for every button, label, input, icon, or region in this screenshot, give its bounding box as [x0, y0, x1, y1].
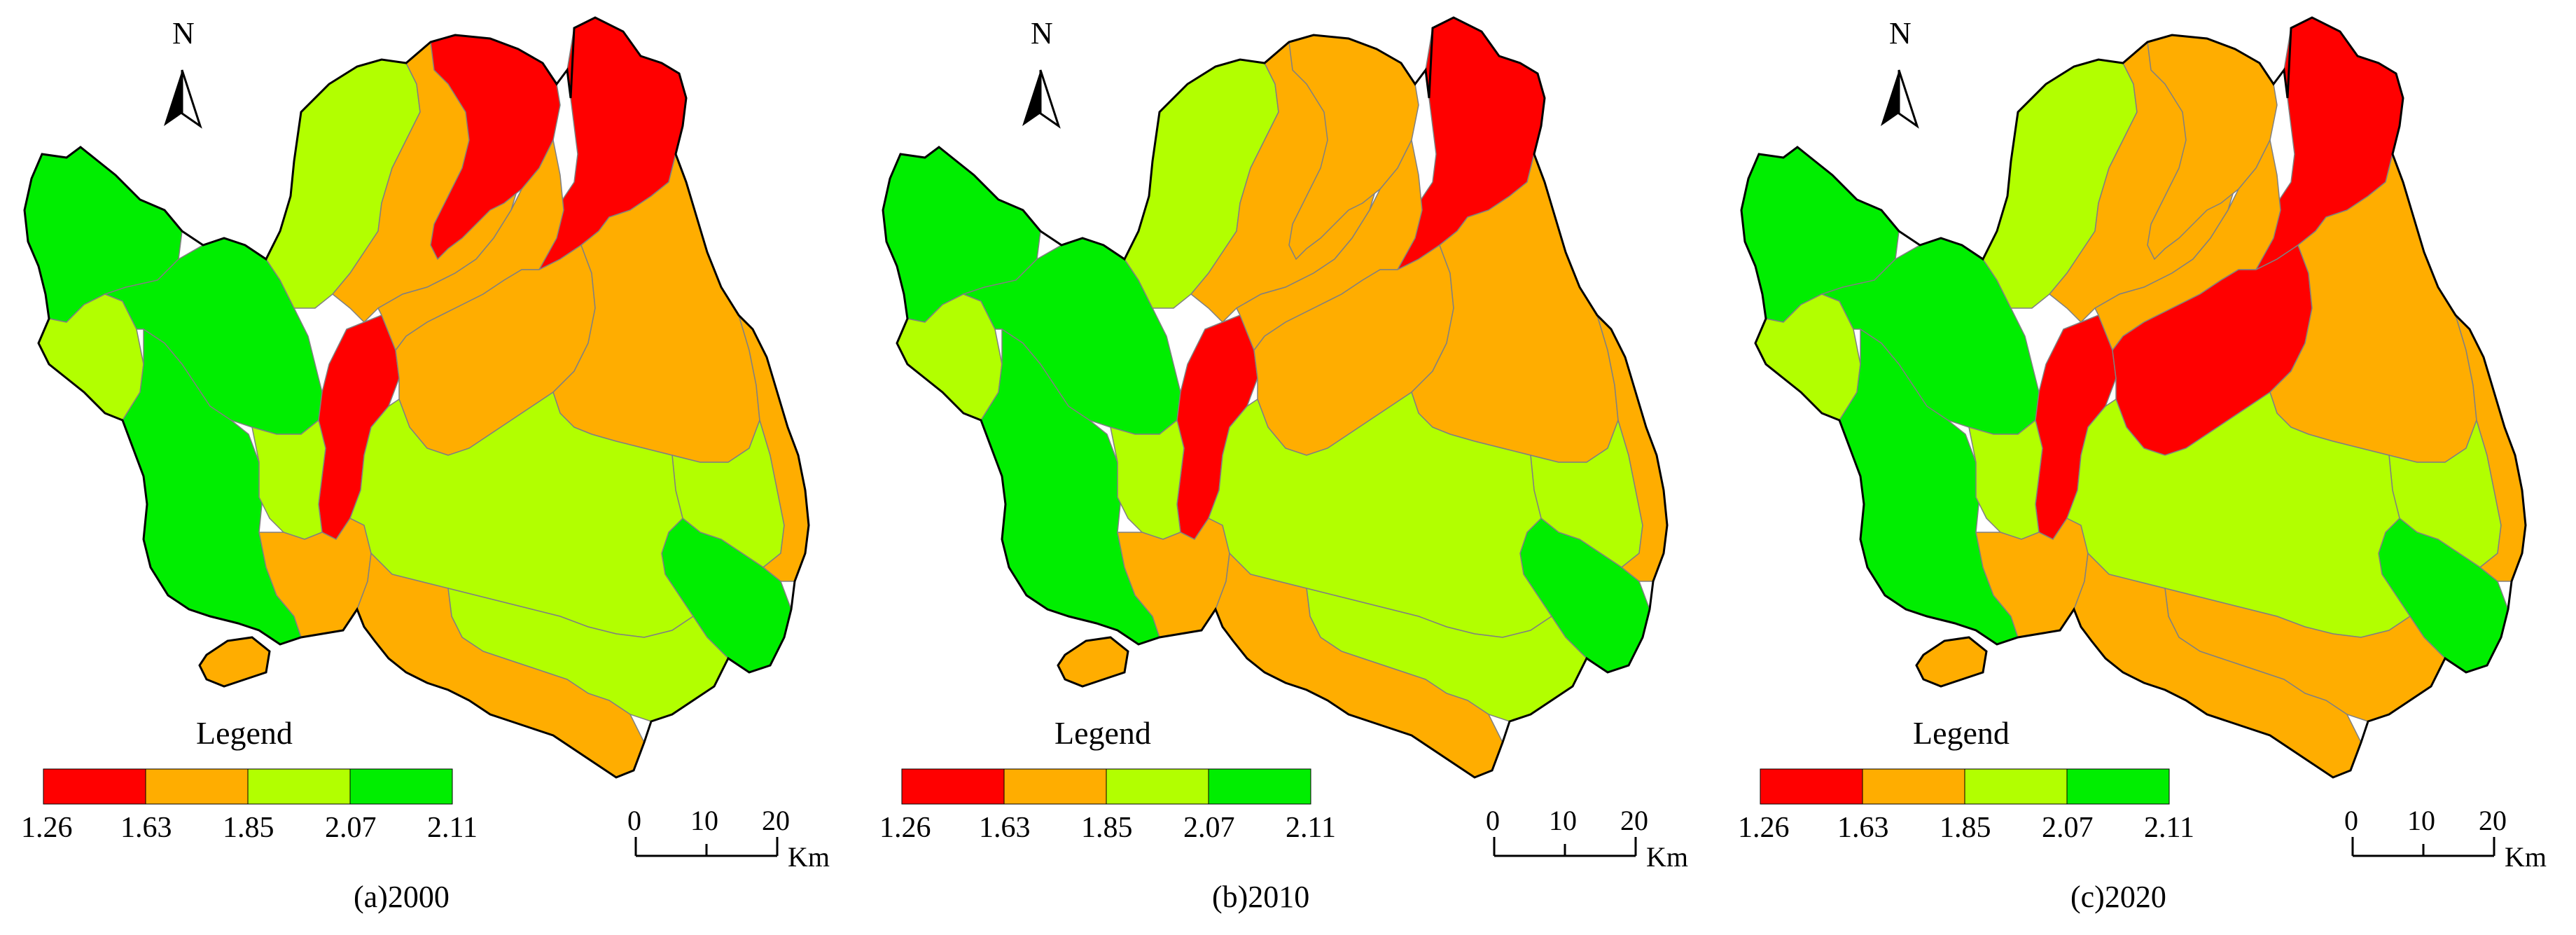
scale-unit: Km [2505, 841, 2547, 873]
legend-swatch-2 [1862, 768, 1965, 805]
scale-tick: 20 [762, 805, 790, 836]
scale-unit: Km [788, 841, 830, 873]
scale-bar [2351, 837, 2495, 857]
north-label: N [172, 16, 195, 50]
scale-unit: Km [1646, 841, 1688, 873]
legend-break: 1.85 [1940, 812, 1991, 844]
legend-colorbar [1760, 768, 2170, 805]
region-sw-islet [1916, 637, 1987, 687]
map-outline [23, 16, 810, 779]
legend-swatch-3 [1964, 768, 2068, 805]
sw-islet-outline [198, 636, 271, 688]
sw-islet-outline [1915, 636, 1988, 688]
scale-tick: 0 [627, 805, 641, 836]
scale-tick: 0 [2344, 805, 2358, 836]
legend-break: 1.85 [1081, 812, 1133, 844]
map-outline [882, 16, 1669, 779]
region-sw-islet [1057, 637, 1129, 687]
scale-bar [1493, 837, 1637, 857]
legend-break: 1.26 [1738, 812, 1790, 844]
region-center-west [1110, 419, 1185, 540]
legend-colorbar [43, 768, 453, 805]
map-svg [882, 16, 1669, 857]
legend-break: 1.63 [1837, 812, 1889, 844]
legend-swatch-4 [1208, 768, 1311, 805]
legend-swatch-3 [1106, 768, 1209, 805]
legend-break: 1.63 [979, 812, 1031, 844]
map-regions [882, 17, 1668, 778]
legend-break: 2.11 [1286, 812, 1336, 844]
map-regions [1741, 17, 2526, 778]
legend-swatch-3 [247, 768, 351, 805]
map-regions [24, 17, 809, 778]
region-center-west [251, 419, 326, 540]
scale-tick: 0 [1486, 805, 1500, 836]
map-panel-3: N Legend 1.26 1.63 1.85 2.07 2.11 0 10 2… [1717, 0, 2575, 935]
legend-swatch-1 [901, 768, 1005, 805]
legend-break: 2.07 [1183, 812, 1235, 844]
map-panel-2: N Legend 1.26 1.63 1.85 2.07 2.11 0 10 2… [858, 0, 1717, 935]
north-arrow-icon [1022, 69, 1061, 129]
legend-swatch-1 [43, 768, 146, 805]
legend-break: 2.11 [2144, 812, 2194, 844]
north-label: N [1889, 16, 1912, 50]
legend-break: 2.11 [427, 812, 478, 844]
legend-break: 1.85 [223, 812, 274, 844]
legend-title: Legend [196, 715, 293, 751]
north-arrow-icon [164, 69, 202, 129]
legend-colorbar [901, 768, 1311, 805]
legend-swatch-4 [2066, 768, 2170, 805]
legend-break: 2.07 [2042, 812, 2094, 844]
scale-tick: 10 [690, 805, 718, 836]
region-center-west [1968, 419, 2043, 540]
legend-swatch-2 [1003, 768, 1107, 805]
map-outline [1740, 16, 2527, 779]
legend-swatch-2 [145, 768, 249, 805]
scale-bar [634, 837, 779, 857]
legend-swatch-4 [349, 768, 453, 805]
region-sw-islet [199, 637, 270, 687]
panel-caption: (a)2000 [354, 880, 450, 914]
panel-caption: (c)2020 [2070, 880, 2166, 914]
legend-break: 1.63 [120, 812, 172, 844]
legend-break: 1.26 [21, 812, 73, 844]
scale-tick: 10 [1549, 805, 1577, 836]
map-svg [1740, 16, 2527, 857]
scale-tick: 20 [1620, 805, 1648, 836]
map-panel-1: N Legend 1.26 1.63 1.85 2.07 2.11 0 10 2… [0, 0, 858, 935]
north-arrow-icon [1881, 69, 1919, 129]
scale-tick: 20 [2479, 805, 2507, 836]
map-svg [23, 16, 810, 857]
legend-break: 2.07 [325, 812, 377, 844]
legend-break: 1.26 [879, 812, 931, 844]
legend-swatch-1 [1760, 768, 1863, 805]
panel-caption: (b)2010 [1212, 880, 1310, 914]
legend-title: Legend [1054, 715, 1151, 751]
legend-title: Legend [1913, 715, 2010, 751]
scale-tick: 10 [2407, 805, 2435, 836]
north-label: N [1031, 16, 1053, 50]
sw-islet-outline [1057, 636, 1129, 688]
